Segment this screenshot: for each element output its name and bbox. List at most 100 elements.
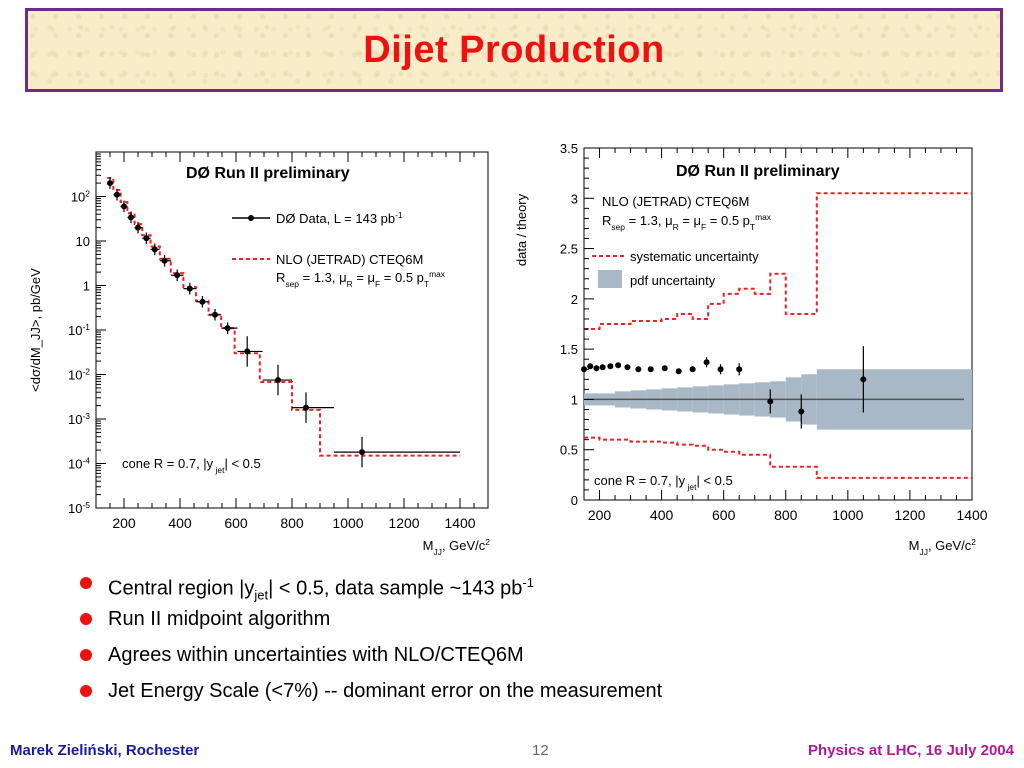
y-tick-label: 10-1 xyxy=(68,322,90,338)
y-tick-label: 0 xyxy=(571,493,578,508)
bullet-list: Central region |yjet| < 0.5, data sample… xyxy=(80,568,662,712)
data-point xyxy=(186,285,193,292)
x-tick-label: 1200 xyxy=(894,507,925,523)
ratio-point xyxy=(581,366,587,373)
x-tick-label: 1200 xyxy=(388,515,419,531)
data-point xyxy=(199,298,206,305)
y-tick-label: 1.5 xyxy=(560,342,578,357)
slide-title: Dijet Production xyxy=(363,28,665,71)
legend-pdf-label: pdf uncertainty xyxy=(630,273,716,288)
ratio-point xyxy=(661,365,668,372)
data-point xyxy=(135,224,141,231)
cone-annotation: cone R = 0.7, |y jet| < 0.5 xyxy=(594,473,733,492)
x-tick-label: 400 xyxy=(650,507,674,523)
data-point xyxy=(224,325,231,332)
legend-data-marker xyxy=(248,215,254,221)
y-tick-label: 1 xyxy=(571,392,578,407)
bullet-dot-icon xyxy=(80,649,92,661)
x-tick-label: 800 xyxy=(280,515,304,531)
data-point xyxy=(174,272,181,279)
y-tick-label: 10-3 xyxy=(68,411,90,427)
ratio-point xyxy=(798,408,805,415)
title-banner: Dijet Production xyxy=(25,8,1003,92)
cross-section-chart: 200 400 600 800 1000 1200 1400 10-5 10-4 10-3 10-2… xyxy=(28,151,491,557)
data-point xyxy=(143,235,150,242)
plot-frame xyxy=(95,151,489,509)
ratio-point xyxy=(860,376,867,383)
x-tick-label: 1400 xyxy=(444,515,475,531)
x-tick-label: 800 xyxy=(774,507,798,523)
legend-model-label: NLO (JETRAD) CTEQ6M xyxy=(602,194,749,209)
data-point xyxy=(107,180,113,187)
y-tick-label: 0.5 xyxy=(560,443,578,458)
data-point xyxy=(161,257,168,264)
ratio-point xyxy=(587,363,594,370)
y-tick-label: 1 xyxy=(83,279,90,294)
data-over-theory-chart: 200 400 600 800 1000 1200 1400 0 0.5 1 1.5 2 2.5 3 3.5… xyxy=(514,141,988,557)
ratio-point xyxy=(675,368,682,375)
systematic-lower-line xyxy=(584,436,972,479)
ratio-point xyxy=(635,366,642,373)
y-tick-label: 3 xyxy=(571,191,578,206)
bullet-item: Agrees within uncertainties with NLO/CTE… xyxy=(80,640,662,676)
y-tick-label: 10-4 xyxy=(68,456,90,472)
y-tick-label: 10 xyxy=(76,234,90,249)
y-axis-label: <dσ/dM_JJ>, pb/GeV xyxy=(28,268,43,392)
ratio-point xyxy=(767,398,774,405)
legend-params-label: Rsep = 1.3, μR = μF = 0.5 pTmax xyxy=(276,269,446,289)
legend-systematic-label: systematic uncertainty xyxy=(630,249,759,264)
y-tick-label: 2.5 xyxy=(560,242,578,257)
data-point xyxy=(121,203,127,210)
x-tick-label: 600 xyxy=(712,507,736,523)
cone-annotation: cone R = 0.7, |y jet| < 0.5 xyxy=(122,456,261,475)
bullet-dot-icon xyxy=(80,685,92,697)
x-tick-label: 1000 xyxy=(332,515,363,531)
x-axis-label: MJJ, GeV/c2 xyxy=(423,537,491,557)
footer-conference: Physics at LHC, 16 July 2004 xyxy=(808,742,1014,759)
chart-header: DØ Run II preliminary xyxy=(676,163,840,180)
ratio-point xyxy=(647,366,654,373)
ratio-point xyxy=(736,366,743,373)
data-point xyxy=(114,191,120,198)
ratio-point xyxy=(593,365,600,372)
ratio-point xyxy=(717,366,724,373)
y-tick-label: 102 xyxy=(71,189,90,205)
chart-header: DØ Run II preliminary xyxy=(186,165,350,182)
y-tick-label: 3.5 xyxy=(560,141,578,156)
ratio-point xyxy=(615,362,622,369)
plot-frame xyxy=(583,147,973,501)
data-point xyxy=(212,311,218,318)
ratio-point xyxy=(607,363,614,370)
x-tick-label: 400 xyxy=(168,515,192,531)
x-tick-label: 1400 xyxy=(956,507,987,523)
data-point xyxy=(244,348,251,355)
y-axis-label: data / theory xyxy=(514,193,529,266)
y-tick-label: 10-2 xyxy=(68,367,90,383)
y-tick-label: 10-5 xyxy=(68,500,90,516)
footer-author: Marek Zieliński, Rochester xyxy=(10,742,200,759)
legend-theory-label: NLO (JETRAD) CTEQ6M xyxy=(276,252,423,267)
x-tick-label: 200 xyxy=(112,515,136,531)
data-point xyxy=(151,246,158,253)
legend-data-label: DØ Data, L = 143 pb-1 xyxy=(276,210,403,226)
bullet-dot-icon xyxy=(80,613,92,625)
x-tick-label: 600 xyxy=(224,515,248,531)
x-tick-label: 200 xyxy=(588,507,612,523)
ratio-point xyxy=(703,359,710,366)
data-point xyxy=(128,214,134,221)
data-point xyxy=(359,449,365,456)
data-point xyxy=(275,377,281,384)
legend-params-label: Rsep = 1.3, μR = μF = 0.5 pTmax xyxy=(602,212,772,232)
legend-pdf-swatch xyxy=(598,270,622,288)
page-number: 12 xyxy=(532,742,549,759)
x-tick-label: 1000 xyxy=(832,507,863,523)
systematic-upper-line xyxy=(584,192,972,331)
bullet-item: Run II midpoint algorithm xyxy=(80,604,662,640)
ratio-point xyxy=(624,364,631,371)
ratio-point xyxy=(599,364,606,371)
ratio-point xyxy=(689,366,696,373)
bullet-dot-icon xyxy=(80,577,92,589)
bullet-item: Jet Energy Scale (<7%) -- dominant error… xyxy=(80,676,662,712)
bullet-item: Central region |yjet| < 0.5, data sample… xyxy=(80,568,662,604)
data-point xyxy=(303,404,309,411)
